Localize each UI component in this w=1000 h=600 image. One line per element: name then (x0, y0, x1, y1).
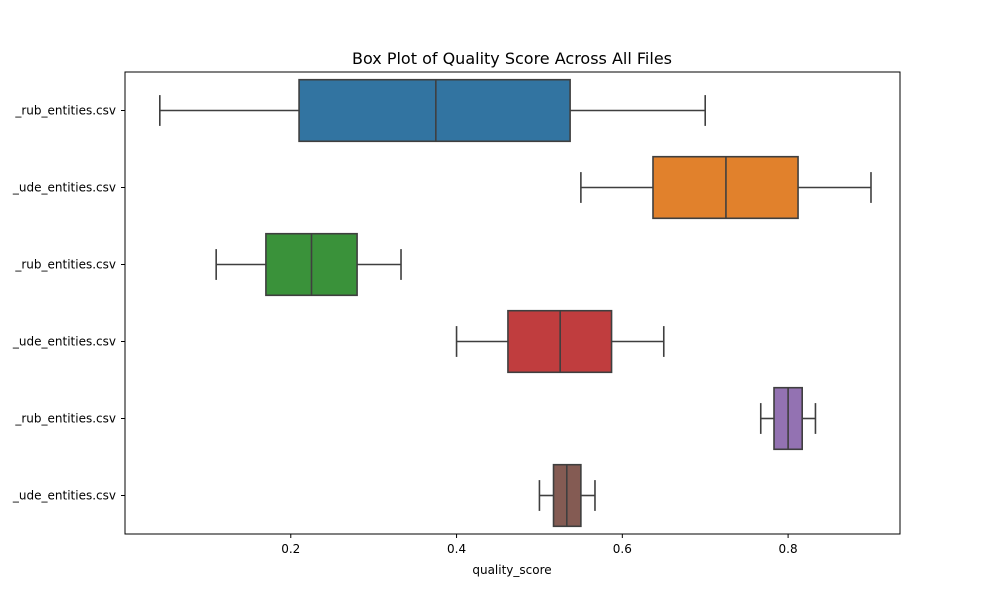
y-tick-label: _rub_entities.csv (14, 258, 116, 272)
y-tick-label: _ude_entities.csv (12, 335, 116, 349)
y-tick-label: _ude_entities.csv (12, 181, 116, 195)
box-group (215, 232, 402, 297)
x-tick-label: 0.4 (447, 542, 466, 556)
plot-area (159, 78, 872, 528)
y-tick-label: _rub_entities.csv (14, 412, 116, 426)
plot-frame (124, 71, 901, 535)
box-group (759, 386, 817, 451)
x-tick-label: 0.6 (613, 542, 632, 556)
box-group (538, 463, 596, 528)
chart-title: Box Plot of Quality Score Across All Fil… (352, 49, 672, 68)
box-group (159, 78, 707, 143)
y-tick-label: _rub_entities.csv (14, 104, 116, 118)
x-tick-label: 0.8 (779, 542, 798, 556)
box-group (455, 309, 665, 374)
y-tick-label: _ude_entities.csv (12, 489, 116, 503)
box-iqr (298, 78, 571, 143)
x-tick-label: 0.2 (281, 542, 300, 556)
x-axis-label: quality_score (472, 563, 551, 577)
box-group (580, 155, 872, 220)
